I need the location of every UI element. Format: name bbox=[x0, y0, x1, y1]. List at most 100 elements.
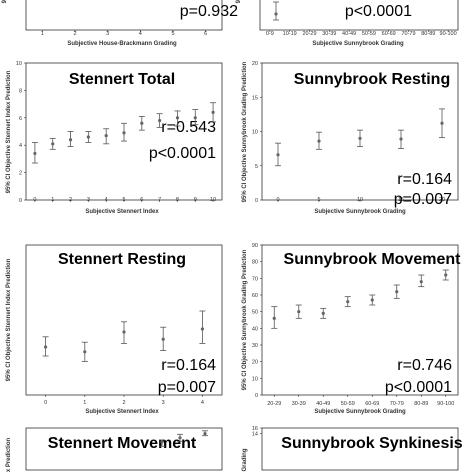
panel6-xtick-label: 50-59 bbox=[341, 401, 355, 407]
panel4-xtick-label: 20 bbox=[439, 197, 445, 203]
panel5-frame bbox=[25, 244, 223, 396]
panel2-x-axis-label: Subjective Sunnybrook Grading bbox=[312, 41, 404, 47]
panel6-mean-point bbox=[297, 310, 301, 314]
panel6-x-axis-label: Subjective Sunnybrook Grading bbox=[314, 409, 406, 415]
panel3-xtick-label: 4 bbox=[105, 197, 108, 203]
panel5-title: Stennert Resting bbox=[58, 251, 186, 268]
panel1-xtick-label: 4 bbox=[139, 31, 142, 37]
panel3-ytick-label: 10 bbox=[16, 61, 22, 67]
panel4-y-axis-label: 95% CI Objective Sunnybrook Grading Pred… bbox=[242, 61, 248, 202]
panel3-xtick-label: 2 bbox=[69, 197, 72, 203]
panel4-ytick-label: 0 bbox=[255, 198, 258, 204]
panel1-xtick-label: 6 bbox=[204, 31, 207, 37]
panel4-mean-point bbox=[399, 137, 403, 141]
panel8-title: Sunnybrook Synkinesis bbox=[281, 435, 462, 452]
panel6-mean-point bbox=[346, 300, 350, 304]
panel6-mean-point bbox=[272, 316, 276, 320]
panel4-ytick-label: 5 bbox=[255, 164, 258, 170]
panel5-mean-point bbox=[200, 327, 204, 331]
panel3-mean-point bbox=[33, 151, 37, 156]
panel8-ytick-label: 16 bbox=[252, 426, 258, 432]
panel3-xtick-label: 6 bbox=[140, 197, 143, 203]
panel5-y-axis-label: 95% CI Objective Stennert Index Predicti… bbox=[6, 258, 12, 381]
panel5-xtick-label: 2 bbox=[122, 400, 125, 406]
panel3-mean-point bbox=[122, 131, 126, 135]
panel7-y-axis-label: x Prediction bbox=[6, 437, 12, 472]
panel3-mean-point bbox=[51, 142, 55, 146]
panel6-ytick-label: 60 bbox=[252, 293, 258, 299]
panel6-xtick-label: 30-39 bbox=[292, 401, 306, 407]
panel4-stat-1: r=0.164 bbox=[397, 171, 452, 188]
panel3-stat-1: r=0.543 bbox=[161, 119, 216, 136]
panel2-y-axis-label: 95 bbox=[236, 0, 242, 3]
panel2-xtick-label: 40-49 bbox=[342, 31, 356, 37]
panel4-xtick-label: 5 bbox=[317, 197, 320, 203]
panel7-mean-point bbox=[160, 440, 164, 444]
panel4-x-axis-label: Subjective Sunnybrook Grading bbox=[314, 209, 406, 215]
panel3-mean-point bbox=[68, 138, 73, 142]
panel2-xtick-label: 80-89 bbox=[421, 31, 435, 37]
panel2-xtick-label: 60-69 bbox=[382, 31, 396, 37]
panel6-xtick-label: 80-89 bbox=[414, 401, 428, 407]
panel3-y-axis-label: 95% CI Objective Stennert Index Predicti… bbox=[6, 70, 12, 193]
panel3-ytick-label: 8 bbox=[19, 88, 22, 94]
panel6-xtick-label: 40-49 bbox=[316, 401, 330, 407]
panel3-mean-point bbox=[104, 134, 108, 138]
panel6-mean-point bbox=[395, 290, 399, 294]
panel4-xtick-label: 0 bbox=[276, 197, 279, 203]
panel6-ytick-label: 80 bbox=[252, 260, 258, 266]
panel2-xtick-label: 50-59 bbox=[362, 31, 376, 37]
panel4-mean-point bbox=[440, 121, 444, 125]
panel2-mean-point bbox=[274, 12, 278, 16]
panel5-xtick-label: 1 bbox=[83, 400, 86, 406]
panel7-mean-point bbox=[178, 436, 182, 440]
panel6-xtick-label: 90-100 bbox=[437, 401, 454, 407]
panel3-mean-point bbox=[158, 118, 162, 123]
panel5-mean-point bbox=[83, 350, 87, 354]
panel2-xtick-label: 20-29 bbox=[302, 31, 316, 37]
panel3-ytick-label: 6 bbox=[19, 116, 22, 122]
panel1-xtick-label: 2 bbox=[73, 31, 76, 37]
panel2-xtick-label: 70-79 bbox=[401, 31, 415, 37]
panel6-stat-2: p<0.0001 bbox=[385, 379, 452, 396]
panel3-xtick-label: 9 bbox=[194, 197, 197, 203]
panel6-ytick-label: 0 bbox=[255, 393, 258, 399]
panel6-ytick-label: 70 bbox=[252, 276, 258, 282]
panel6-ytick-label: 10 bbox=[252, 376, 258, 382]
panel4-ytick-label: 20 bbox=[252, 61, 258, 67]
panel2-xtick-label: 30-39 bbox=[322, 31, 336, 37]
panel2-xtick-label: 0-9 bbox=[266, 31, 274, 37]
panel6-xtick-label: 70-79 bbox=[390, 401, 404, 407]
panel3-xtick-label: 8 bbox=[176, 197, 179, 203]
panel3-ytick-label: 4 bbox=[19, 143, 22, 149]
panel3-xtick-label: 5 bbox=[122, 197, 125, 203]
panel5-x-axis-label: Subjective Stennert Index bbox=[85, 409, 159, 415]
panel5-xtick-label: 4 bbox=[201, 400, 204, 406]
panel6-y-axis-label: 95% CI Objective Sunnybrook Grading Pred… bbox=[242, 249, 248, 390]
panel4-stat-2: p=0.007 bbox=[394, 191, 452, 208]
panel7-mean-point bbox=[203, 432, 207, 436]
panel2-xtick-label: 90-100 bbox=[440, 31, 457, 37]
panel1-xtick-label: 1 bbox=[41, 31, 44, 37]
panel4-xtick-label: 10 bbox=[357, 197, 363, 203]
panel1-y-axis-label: 95 bbox=[2, 0, 8, 3]
panel5-mean-point bbox=[44, 345, 48, 349]
panel2-stat-1: p<0.0001 bbox=[345, 3, 412, 20]
panel6-frame bbox=[261, 244, 459, 396]
panel3-xtick-label: 3 bbox=[87, 197, 90, 203]
panel3-mean-point bbox=[193, 116, 197, 120]
panel6-ytick-label: 30 bbox=[252, 343, 258, 349]
panel5-xtick-label: 0 bbox=[44, 400, 47, 406]
panel4-ytick-label: 15 bbox=[252, 95, 258, 101]
panel6-mean-point bbox=[370, 298, 374, 302]
panel5-stat-1: r=0.164 bbox=[161, 357, 216, 374]
panel6-ytick-label: 50 bbox=[252, 310, 258, 316]
panel3-xtick-label: 1 bbox=[51, 197, 54, 203]
panel3-title: Stennert Total bbox=[69, 71, 175, 88]
panel4-mean-point bbox=[317, 139, 321, 143]
panel8-frame bbox=[261, 427, 459, 471]
panel6-ytick-label: 40 bbox=[252, 326, 258, 332]
panel1-x-axis-label: Subjective House-Brackmann Grading bbox=[67, 41, 177, 47]
panel6-ytick-label: 20 bbox=[252, 360, 258, 366]
panel7-title: Stennert Movement bbox=[48, 435, 197, 452]
